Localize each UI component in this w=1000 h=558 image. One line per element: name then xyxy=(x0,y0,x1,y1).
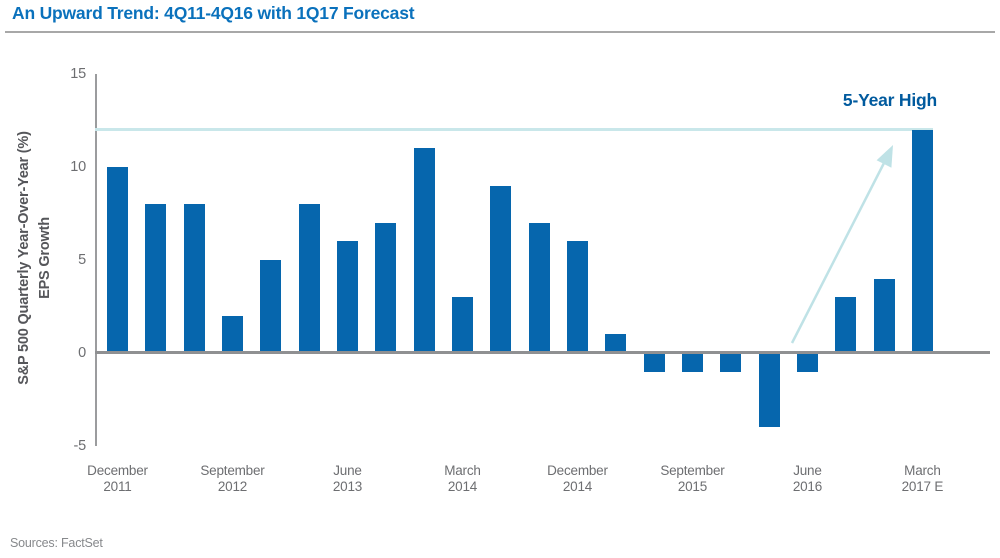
bar xyxy=(490,185,512,353)
x-axis-label: December 2011 xyxy=(87,463,148,495)
x-axis-label: September 2012 xyxy=(200,463,265,495)
bar xyxy=(413,148,435,353)
bar xyxy=(528,222,550,353)
five-year-high-label: 5-Year High xyxy=(842,90,937,110)
y-tick-label: 10 xyxy=(70,159,86,175)
page-title: An Upward Trend: 4Q11-4Q16 with 1Q17 For… xyxy=(12,3,415,23)
y-tick-label: -5 xyxy=(73,438,87,454)
x-axis-label: March 2014 xyxy=(444,463,481,495)
bar xyxy=(911,129,933,353)
y-axis-line xyxy=(95,74,97,446)
y-tick-label: 15 xyxy=(70,66,86,82)
plot-area xyxy=(95,74,990,446)
bar xyxy=(643,353,665,372)
bar xyxy=(758,353,780,428)
bar xyxy=(221,315,243,353)
y-axis-title-line1: S&P 500 Quarterly Year-Over-Year (%) xyxy=(16,131,32,385)
source-note: Sources: FactSet xyxy=(10,536,103,550)
x-axis-zero-line xyxy=(95,351,990,354)
x-axis-label: September 2015 xyxy=(660,463,725,495)
bar xyxy=(336,241,358,353)
upward-trend-arrow-icon xyxy=(790,145,893,344)
bar xyxy=(873,278,895,353)
bar xyxy=(107,167,128,353)
five-year-high-line xyxy=(95,128,933,132)
bar xyxy=(720,353,742,372)
bar xyxy=(183,204,205,353)
x-axis-label: March 2017 E xyxy=(901,463,944,495)
x-axis-label: June 2013 xyxy=(332,463,363,495)
bar xyxy=(566,241,588,353)
y-tick-label: 5 xyxy=(78,252,86,268)
bar xyxy=(260,260,282,353)
bar xyxy=(375,222,397,353)
x-axis-label: December 2014 xyxy=(547,463,608,495)
bar xyxy=(681,353,703,372)
bar xyxy=(796,353,818,372)
bar xyxy=(835,297,857,353)
bar xyxy=(145,204,167,353)
bar xyxy=(298,204,320,353)
bar xyxy=(451,297,473,353)
y-tick-label: 0 xyxy=(78,345,86,361)
x-axis-label: June 2016 xyxy=(792,463,823,495)
title-divider xyxy=(5,31,995,33)
bar xyxy=(605,334,627,353)
